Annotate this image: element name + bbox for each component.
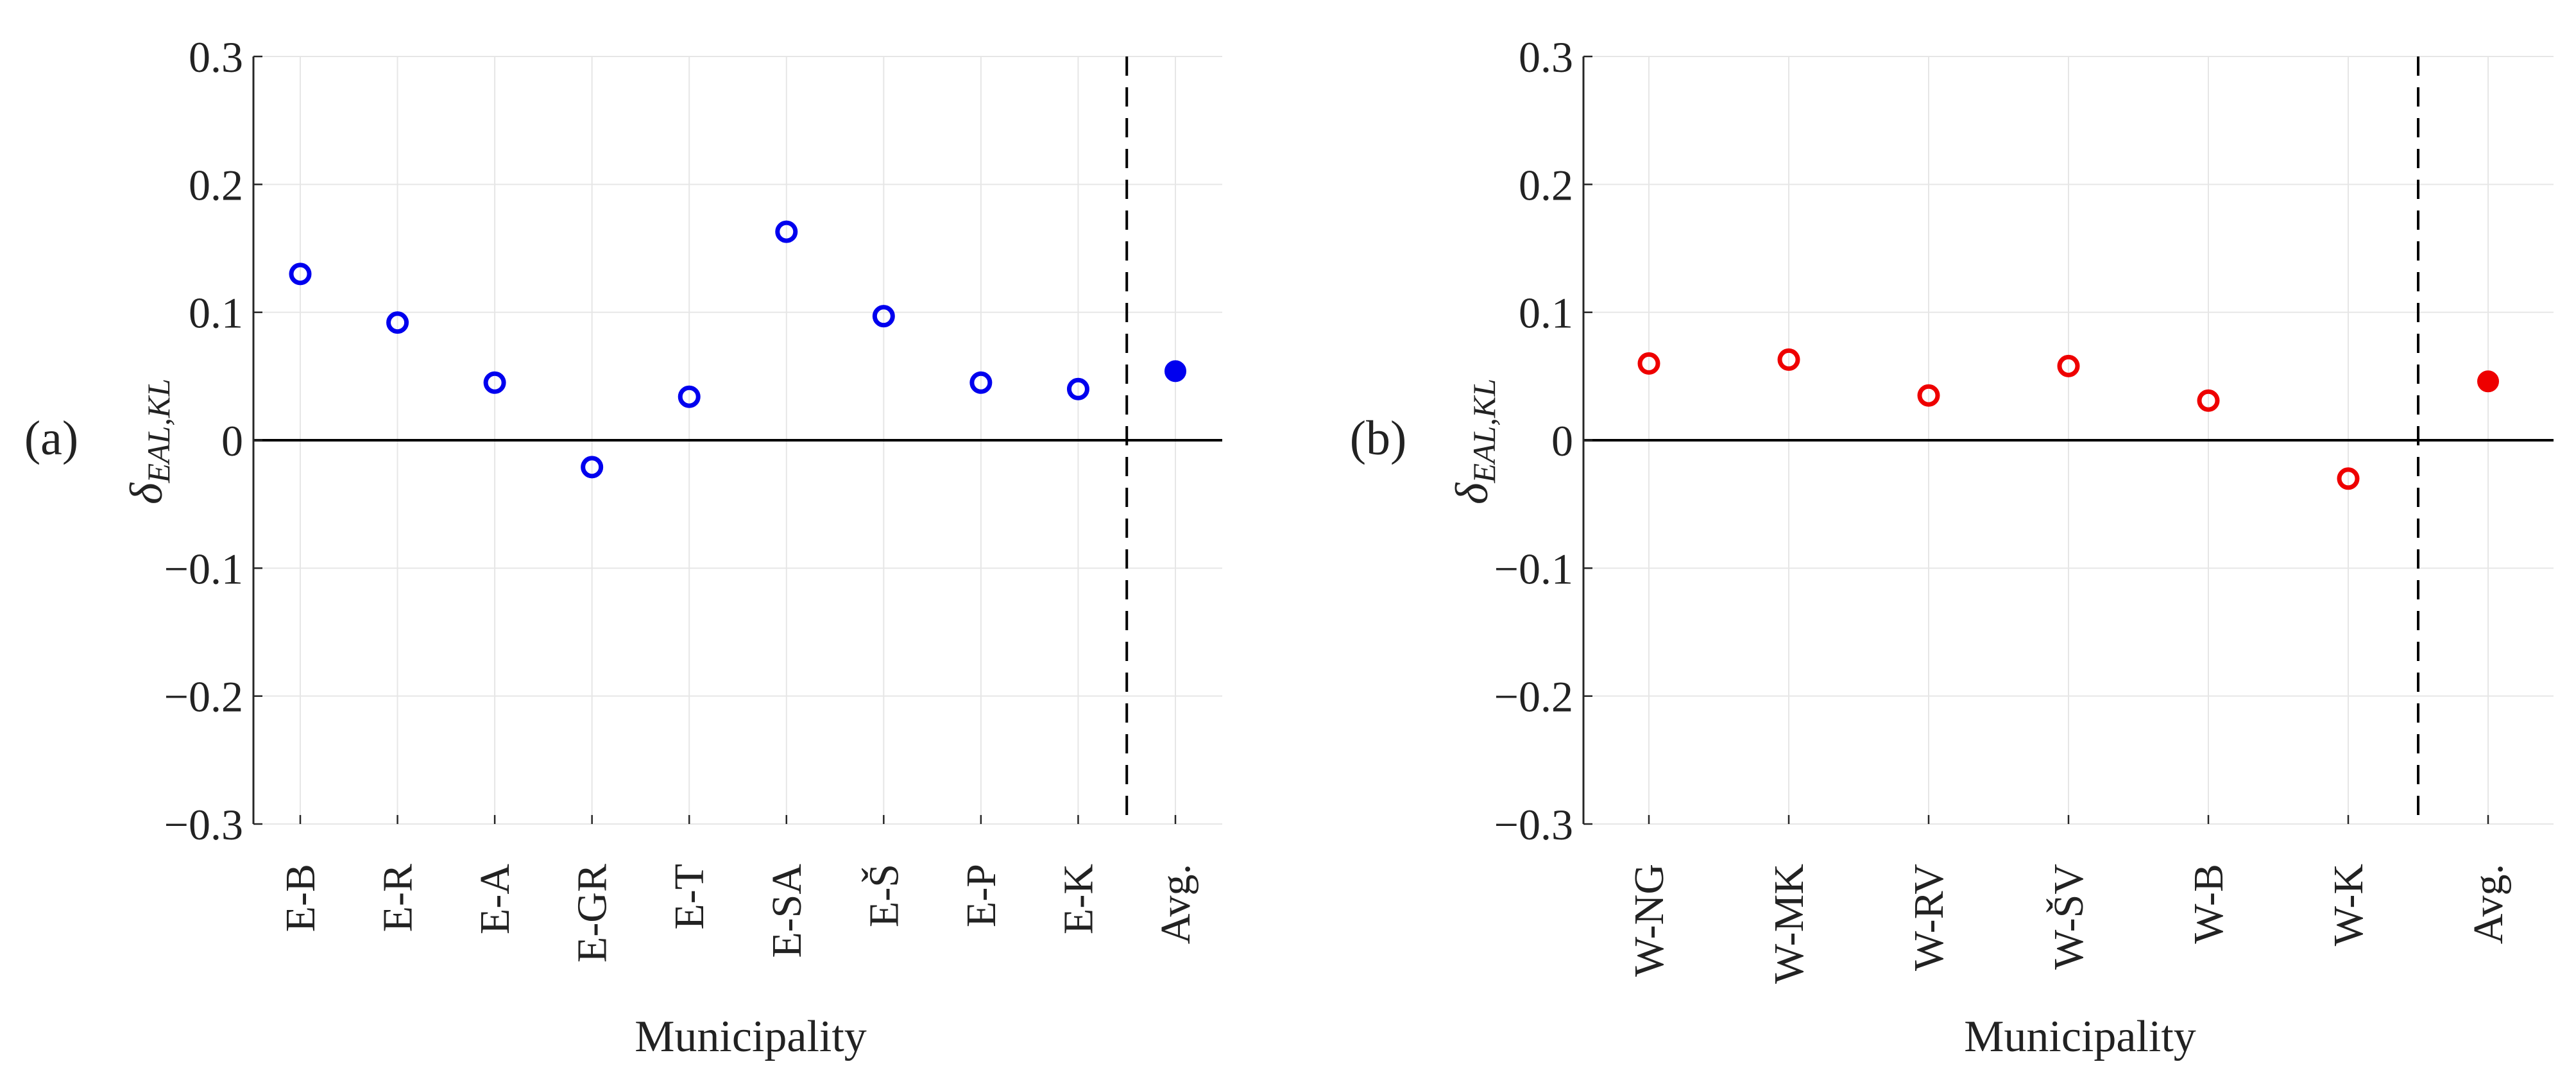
data-point (1066, 377, 1089, 400)
data-point (581, 456, 604, 479)
x-tick-label: W-ŠV (2045, 864, 2092, 970)
x-tick-label: W-NG (1626, 864, 1673, 977)
y-tick-labels: −0.3 −0.2 −0.1 0 0.1 0.2 0.3 (1494, 33, 1573, 849)
data-point (969, 371, 993, 394)
y-axis-label-symbol: δ (1446, 482, 1497, 504)
chart-panel-a: (a) −0.3 −0.2 −0.1 0 0.1 0.2 0.3 E-B E-R E-A E-GR… (24, 33, 1222, 1061)
x-tick-label: Avg. (1152, 864, 1199, 944)
panel-label: (a) (24, 411, 78, 465)
data-point (775, 220, 798, 243)
data-point (386, 311, 409, 334)
chart-panel-b: (b) −0.3−0.2−0.100.10.20.3 W-NG W-MK W-RV W… (1350, 33, 2554, 1061)
data-point (1637, 352, 1660, 375)
y-tick-label: −0.2 (1494, 673, 1573, 721)
data-point (2197, 389, 2220, 412)
data-point (289, 262, 312, 286)
y-tick-label: −0.3 (164, 800, 243, 849)
x-axis-label: Municipality (635, 1012, 867, 1061)
panel-label: (b) (1350, 411, 1407, 465)
x-tick-label: W-B (2185, 864, 2232, 944)
x-tick-labels: E-B E-R E-A E-GR E-T E-SA E-Š E-P E-K Avg. (277, 864, 1199, 963)
y-tick-label: 0.2 (189, 160, 243, 209)
y-tick-label: 0.1 (189, 289, 243, 338)
data-point (2337, 467, 2360, 490)
data-point (2057, 354, 2080, 377)
y-tick-label: −0.1 (164, 544, 243, 593)
x-tick-label: E-A (472, 864, 518, 934)
x-tick-label: E-GR (569, 864, 616, 963)
y-tick-label: 0.3 (1519, 33, 1573, 82)
x-tick-label: E-K (1055, 864, 1102, 934)
x-tick-label: E-R (375, 864, 422, 932)
y-tick-label: 0.2 (1519, 160, 1573, 209)
y-axis-label-subscript: EAL,KL (141, 379, 176, 484)
y-tick-label: 0 (1551, 416, 1573, 465)
data-point (1777, 348, 1800, 371)
x-tick-label: E-B (277, 864, 324, 932)
y-axis-label: δEAL,KL (1446, 379, 1502, 504)
data-point (1917, 384, 1940, 407)
x-tick-label: W-RV (1906, 864, 1952, 971)
axes (252, 55, 1177, 825)
axes (1582, 55, 2489, 825)
y-tick-label: 0.3 (189, 33, 243, 82)
y-tick-label: −0.2 (164, 673, 243, 721)
data-points (289, 220, 1186, 479)
y-tick-label: −0.3 (1494, 800, 1573, 849)
y-axis-label-symbol: δ (121, 482, 172, 504)
x-tick-label: Avg. (2465, 864, 2512, 944)
y-axis-label: δEAL,KL (121, 379, 176, 504)
data-point (872, 305, 895, 328)
x-tick-label: W-MK (1766, 864, 1813, 984)
x-tick-label: E-Š (860, 864, 907, 927)
data-point (678, 385, 701, 408)
y-tick-label: 0 (221, 416, 243, 465)
x-tick-label: E-T (666, 864, 713, 930)
data-points (1637, 348, 2499, 490)
x-tick-label: E-SA (763, 864, 810, 958)
average-point (2477, 370, 2499, 393)
x-tick-label: W-K (2325, 864, 2372, 946)
x-tick-labels: W-NG W-MK W-RV W-ŠV W-B W-K Avg. (1626, 864, 2512, 984)
y-tick-label: 0.1 (1519, 289, 1573, 338)
y-axis-label-subscript: EAL,KL (1466, 379, 1502, 484)
average-point (1164, 360, 1186, 382)
y-tick-label: −0.1 (1494, 544, 1573, 593)
y-tick-labels: −0.3 −0.2 −0.1 0 0.1 0.2 0.3 (164, 33, 243, 849)
x-tick-label: E-P (958, 864, 1005, 927)
data-point (483, 371, 506, 394)
x-axis-label: Municipality (1964, 1012, 2196, 1061)
